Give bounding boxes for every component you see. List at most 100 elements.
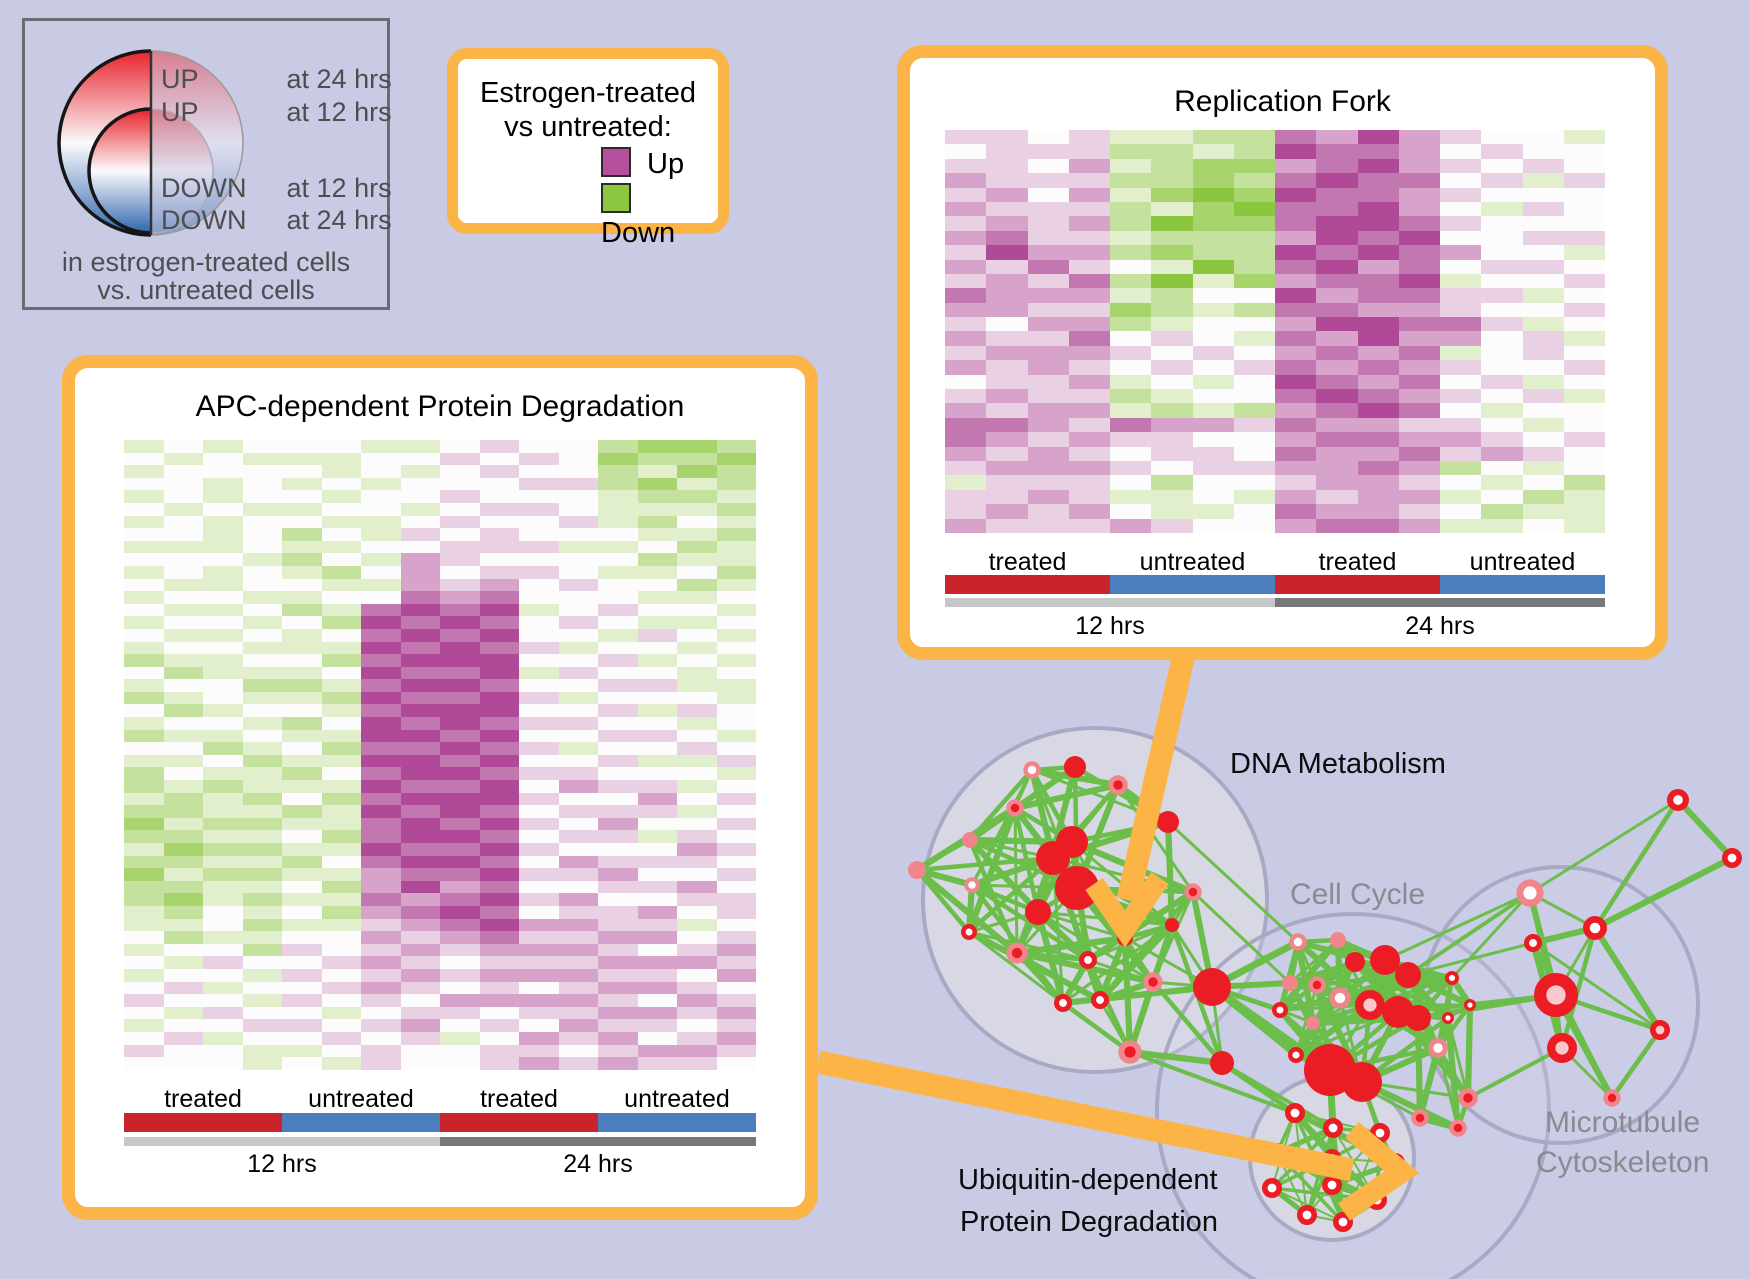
heatmap-cell <box>321 1006 361 1020</box>
heatmap-cell <box>361 515 401 529</box>
heatmap-cell <box>1316 518 1358 533</box>
heatmap-cell <box>479 553 519 566</box>
heatmap-cell <box>1316 417 1358 433</box>
heatmap-cell <box>677 729 717 743</box>
heatmap-cell <box>1522 360 1564 375</box>
heatmap-cell <box>677 742 717 755</box>
heatmap-cell <box>282 1019 322 1032</box>
heatmap-cell <box>677 603 717 617</box>
heatmap-cell <box>1192 259 1234 274</box>
heatmap-cell <box>716 591 756 604</box>
heatmap-cell <box>519 843 559 856</box>
heatmap-cell <box>361 893 401 906</box>
heatmap-cell <box>440 628 480 642</box>
heatmap-cell <box>282 502 322 516</box>
heatmap-cell <box>479 981 519 995</box>
heatmap-cell <box>321 717 361 730</box>
heatmap-cell <box>677 931 717 944</box>
network-edge <box>1060 1000 1133 1055</box>
heatmap-cell <box>558 717 598 730</box>
heatmap-cell <box>519 465 559 478</box>
heatmap-cell <box>203 981 243 995</box>
time-label: at 24 hrs <box>286 64 392 94</box>
heatmap-cell <box>321 729 361 743</box>
heatmap-cell <box>598 968 638 982</box>
heatmap-cell <box>716 893 756 906</box>
heatmap-cell <box>519 968 559 982</box>
heatmap-cell <box>479 1031 519 1045</box>
heatmap-cell <box>598 591 638 604</box>
heatmap-cell <box>637 465 677 478</box>
heatmap-cell <box>361 830 401 843</box>
heatmap-cell <box>203 792 243 806</box>
heatmap-cell <box>361 565 401 579</box>
heatmap-cell <box>637 1031 677 1045</box>
network-node <box>1428 1038 1448 1058</box>
heatmap-cell <box>598 540 638 554</box>
heatmap-cell <box>163 1006 203 1020</box>
heatmap-cell <box>677 943 717 957</box>
heatmap-cell <box>124 843 164 856</box>
heatmap-cell <box>1110 158 1152 174</box>
heatmap-cell <box>124 490 164 503</box>
heatmap-cell <box>479 931 519 944</box>
heatmap-cell <box>124 729 164 743</box>
heatmap-cell <box>400 553 440 566</box>
heatmap-cell <box>1440 288 1482 303</box>
heatmap-cell <box>163 440 203 453</box>
heatmap-cell <box>1316 374 1358 390</box>
network-edge <box>1435 1045 1471 1101</box>
heatmap-cell <box>519 1057 559 1070</box>
heatmap-cell <box>558 994 598 1007</box>
heatmap-cell <box>1481 432 1523 447</box>
heatmap-cell <box>479 591 519 604</box>
heatmap-cell <box>1398 216 1440 231</box>
heatmap-cell <box>1440 360 1482 375</box>
heatmap-cell <box>1151 460 1193 476</box>
heatmap-cell <box>1522 259 1564 274</box>
heatmap-row <box>124 742 756 755</box>
heatmap-cell <box>163 1019 203 1032</box>
heatmap-cell <box>1027 245 1069 260</box>
heatmap-cell <box>163 792 203 806</box>
heatmap-cell <box>519 591 559 604</box>
heatmap-cell <box>479 666 519 680</box>
estrogen-legend-box: Estrogen-treated vs untreated: Up Down <box>447 48 729 249</box>
annotation-arrow-shaft <box>1116 647 1197 903</box>
heatmap-cell <box>986 259 1028 274</box>
heatmap-row <box>124 780 756 793</box>
heatmap-cell <box>598 893 638 906</box>
heatmap-cell <box>1522 475 1564 490</box>
network-node <box>962 832 978 848</box>
time-label: at 12 hrs <box>286 173 392 203</box>
heatmap-cell <box>321 603 361 617</box>
heatmap-cell <box>124 704 164 718</box>
heatmap-cell <box>321 817 361 831</box>
heatmap-cell <box>637 981 677 995</box>
heatmap-cell <box>519 603 559 617</box>
heatmap-cell <box>321 868 361 881</box>
heatmap-cell <box>242 968 282 982</box>
heatmap-cell <box>1068 230 1110 246</box>
heatmap-cell <box>1151 230 1193 246</box>
network-edge <box>915 838 972 872</box>
heatmap-cell <box>321 943 361 957</box>
heatmap-cell <box>400 968 440 982</box>
heatmap-cell <box>716 691 756 705</box>
heatmap-cell <box>400 1044 440 1058</box>
heatmap-cell <box>1357 489 1399 505</box>
heatmap-cell <box>1481 403 1523 418</box>
heatmap-cell <box>361 452 401 466</box>
heatmap-cell <box>1398 432 1440 447</box>
heatmap-cell <box>1275 403 1317 418</box>
heatmap-cell <box>1481 475 1523 490</box>
group-color-bar <box>440 1113 598 1132</box>
heatmap-cell <box>519 477 559 491</box>
heatmap-cell <box>163 628 203 642</box>
heatmap-cell <box>1275 389 1317 404</box>
heatmap-cell <box>361 792 401 806</box>
heatmap-cell <box>677 754 717 768</box>
heatmap-cell <box>558 691 598 705</box>
heatmap-cell <box>716 717 756 730</box>
